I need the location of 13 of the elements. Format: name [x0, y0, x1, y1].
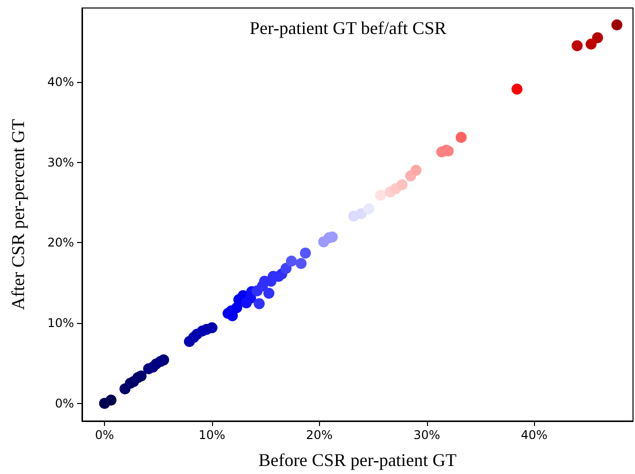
- x-tick-label: 30%: [413, 428, 440, 442]
- x-tick-label: 20%: [306, 428, 333, 442]
- x-tick-label: 40%: [520, 428, 548, 442]
- y-tick-label: 30%: [47, 155, 74, 170]
- y-axis-title: After CSR per-percent GT: [8, 118, 28, 310]
- y-tick-label: 0%: [54, 396, 74, 410]
- x-axis-title: Before CSR per-patient GT: [258, 450, 457, 470]
- y-tick-label: 40%: [47, 74, 74, 89]
- y-tick-label: 20%: [47, 236, 74, 250]
- x-tick-label: 10%: [198, 428, 226, 442]
- text: Per-patient GT bef/aft CSR: [250, 18, 446, 38]
- x-tick-label: 0%: [95, 428, 114, 442]
- y-tick-label: 10%: [47, 316, 74, 330]
